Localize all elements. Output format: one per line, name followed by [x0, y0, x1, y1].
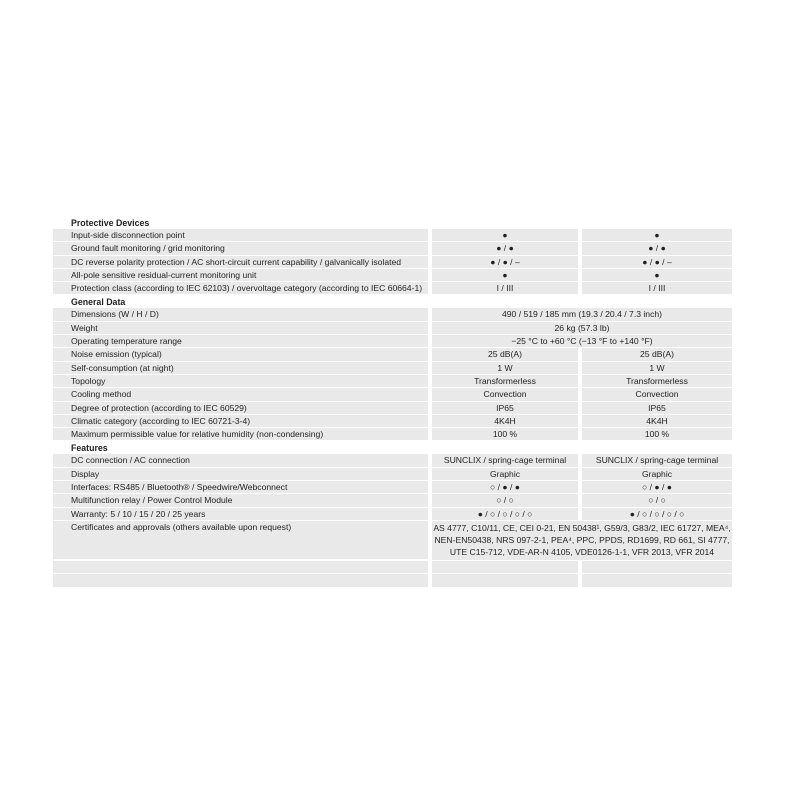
- table-row: Warranty: 5 / 10 / 15 / 20 / 25 years ● /…: [53, 507, 732, 520]
- row-value-model-2: ○ / ○: [582, 494, 732, 507]
- row-value-model-1: I / III: [432, 282, 578, 295]
- row-value-model-1: SUNCLIX / spring-cage terminal: [432, 454, 578, 467]
- certificates-value: AS 4777, C10/11, CE, CEI 0-21, EN 50438¹…: [432, 520, 732, 560]
- row-label: DC reverse polarity protection / AC shor…: [53, 255, 428, 268]
- table-row: Maximum permissible value for relative h…: [53, 428, 732, 441]
- row-value-model-1: ● / ●: [432, 242, 578, 255]
- table-row: DC connection / AC connection SUNCLIX / s…: [53, 454, 732, 467]
- table-row: Ground fault monitoring / grid monitorin…: [53, 242, 732, 255]
- table-row: Climatic category (according to IEC 6072…: [53, 414, 732, 428]
- row-value-model-1: 100 %: [432, 428, 578, 441]
- table-row: Multifunction relay / Power Control Modu…: [53, 494, 732, 507]
- row-label: All-pole sensitive residual-current moni…: [53, 268, 428, 282]
- row-value-model-1: ○ / ○: [432, 494, 578, 507]
- row-label: Operating temperature range: [53, 335, 428, 348]
- row-value-shared: 26 kg (57.3 lb): [432, 321, 732, 335]
- row-value-model-2: ● / ○ / ○ / ○ / ○: [582, 507, 732, 520]
- row-label: DC connection / AC connection: [53, 454, 428, 467]
- row-label: Degree of protection (according to IEC 6…: [53, 401, 428, 414]
- section-heading: Features: [71, 443, 108, 454]
- row-value-model-1: 1 W: [432, 361, 578, 374]
- table-row: Cooling method Convection Convection: [53, 388, 732, 401]
- row-label: Display: [53, 467, 428, 481]
- empty-cell: [432, 574, 578, 587]
- table-row: DC reverse polarity protection / AC shor…: [53, 255, 732, 268]
- row-value-shared: −25 °C to +60 °C (−13 °F to +140 °F): [432, 335, 732, 348]
- section-heading: Protective Devices: [71, 218, 150, 228]
- row-value-model-2: 25 dB(A): [582, 348, 732, 361]
- row-value-model-2: ○ / ● / ●: [582, 481, 732, 494]
- table-row: Display Graphic Graphic: [53, 467, 732, 481]
- row-value-model-1: ●: [432, 229, 578, 242]
- row-label: Multifunction relay / Power Control Modu…: [53, 494, 428, 507]
- row-label: Input-side disconnection point: [53, 229, 428, 242]
- specifications-table: Protective Devices Input-side disconnecti…: [53, 216, 732, 588]
- table-row: Weight 26 kg (57.3 lb): [53, 321, 732, 335]
- table-row-empty: [53, 560, 732, 574]
- table-row: Protection class (according to IEC 62103…: [53, 282, 732, 295]
- row-label: Noise emission (typical): [53, 348, 428, 361]
- row-value-model-1: 4K4H: [432, 414, 578, 428]
- table-row: Degree of protection (according to IEC 6…: [53, 401, 732, 414]
- row-value-model-2: I / III: [582, 282, 732, 295]
- section-heading: General Data: [71, 297, 126, 308]
- empty-cell: [53, 560, 428, 574]
- row-label: Topology: [53, 374, 428, 388]
- row-value-model-2: SUNCLIX / spring-cage terminal: [582, 454, 732, 467]
- table-row: All-pole sensitive residual-current moni…: [53, 268, 732, 282]
- table-row: Self-consumption (at night) 1 W 1 W: [53, 361, 732, 374]
- row-value-model-2: ● / ● / –: [582, 255, 732, 268]
- table-row: Dimensions (W / H / D) 490 / 519 / 185 mm…: [53, 308, 732, 321]
- row-value-model-2: Transformerless: [582, 374, 732, 388]
- table-row: Noise emission (typical) 25 dB(A) 25 dB(A): [53, 348, 732, 361]
- row-value-model-1: Transformerless: [432, 374, 578, 388]
- row-value-model-2: 100 %: [582, 428, 732, 441]
- row-value-model-2: ●: [582, 229, 732, 242]
- row-value-model-2: Convection: [582, 388, 732, 401]
- row-label: Climatic category (according to IEC 6072…: [53, 414, 428, 428]
- row-label: Dimensions (W / H / D): [53, 308, 428, 321]
- row-value-model-2: 1 W: [582, 361, 732, 374]
- row-label: Ground fault monitoring / grid monitorin…: [53, 242, 428, 255]
- row-value-model-1: ● / ● / –: [432, 255, 578, 268]
- row-value-shared: 490 / 519 / 185 mm (19.3 / 20.4 / 7.3 in…: [432, 308, 732, 321]
- table-row: Input-side disconnection point ● ●: [53, 229, 732, 242]
- row-value-model-1: 25 dB(A): [432, 348, 578, 361]
- row-label: Weight: [53, 321, 428, 335]
- row-value-model-1: Convection: [432, 388, 578, 401]
- row-label: Protection class (according to IEC 62103…: [53, 282, 428, 295]
- empty-cell: [582, 560, 732, 574]
- table-row: Topology Transformerless Transformerless: [53, 374, 732, 388]
- table-row: Interfaces: RS485 / Bluetooth® / Speedwi…: [53, 481, 732, 494]
- row-value-model-2: Graphic: [582, 467, 732, 481]
- row-label: Self-consumption (at night): [53, 361, 428, 374]
- row-label: Maximum permissible value for relative h…: [53, 428, 428, 441]
- row-label: Cooling method: [53, 388, 428, 401]
- row-label: Certificates and approvals (others avail…: [53, 520, 428, 559]
- row-value-model-1: Graphic: [432, 467, 578, 481]
- row-value-model-2: ● / ●: [582, 242, 732, 255]
- empty-cell: [582, 574, 732, 587]
- row-value-model-1: ○ / ● / ●: [432, 481, 578, 494]
- table-row-certificates: Certificates and approvals (others avail…: [53, 520, 732, 560]
- row-value-model-2: IP65: [582, 401, 732, 414]
- row-label: Interfaces: RS485 / Bluetooth® / Speedwi…: [53, 481, 428, 494]
- row-label: Warranty: 5 / 10 / 15 / 20 / 25 years: [53, 507, 428, 520]
- table-row-empty: [53, 574, 732, 587]
- empty-cell: [432, 560, 578, 574]
- row-value-model-1: IP65: [432, 401, 578, 414]
- empty-cell: [53, 574, 428, 587]
- row-value-model-2: 4K4H: [582, 414, 732, 428]
- row-value-model-1: ●: [432, 268, 578, 282]
- row-value-model-1: ● / ○ / ○ / ○ / ○: [432, 507, 578, 520]
- row-value-model-2: ●: [582, 268, 732, 282]
- table-row: Operating temperature range −25 °C to +60…: [53, 335, 732, 348]
